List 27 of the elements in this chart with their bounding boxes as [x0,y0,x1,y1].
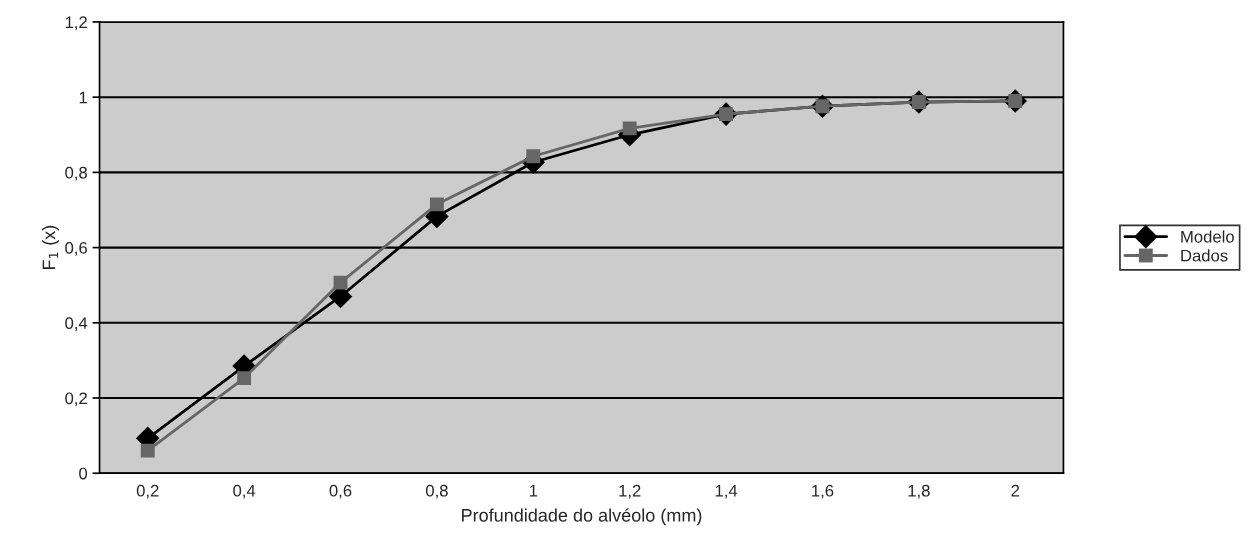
x-tick-label: 0,6 [329,484,352,499]
legend-label: Dados [1181,249,1228,262]
x-tick-label: 1,4 [715,484,738,499]
y-axis-title: F$_{1}$ (x) [42,225,59,270]
y-tick-label: 0,6 [65,242,87,256]
legend-label: Modelo [1181,230,1234,243]
y-tick-label: 1 [79,91,87,104]
y-tick-label: 1,2 [65,16,87,31]
point [429,197,444,212]
point [526,149,541,164]
x-tick-label: 1 [529,484,538,497]
point [140,443,155,458]
y-tick-label: 0,2 [65,392,87,407]
y-tick-label: 0,4 [65,317,88,331]
x-tick-label: 2 [1011,484,1020,497]
x-tick-label: 1,8 [908,484,930,499]
x-tick-label: 0,4 [233,484,256,499]
x-tick-label: 1,2 [619,484,641,499]
point [333,275,348,290]
x-tick-label: 0,8 [425,484,448,499]
y-tick-label: 0,8 [65,166,88,181]
point [237,371,252,386]
y-tick-label: 0 [79,467,88,480]
point [622,121,637,136]
x-tick-label: 1,6 [812,484,834,499]
x-axis-title: Profundidade do alvéolo (mm) [462,508,702,526]
x-tick-label: 0,2 [136,484,159,499]
